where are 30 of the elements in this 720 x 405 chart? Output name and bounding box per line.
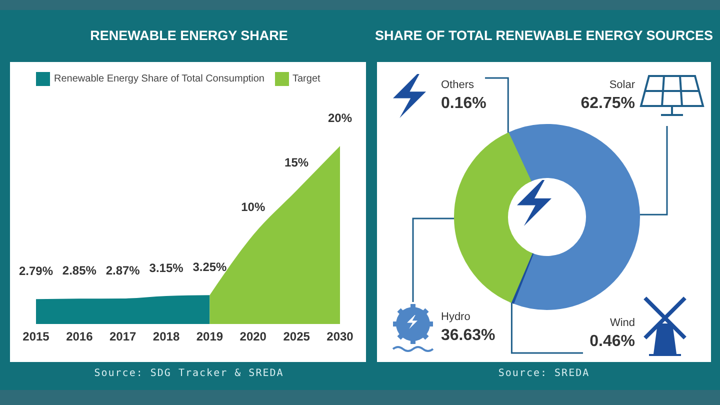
data-label: 3.15% <box>149 260 184 275</box>
data-label: 2.85% <box>62 264 97 278</box>
x-tick-label: 2030 <box>326 330 354 344</box>
data-label: 36.63% <box>441 327 496 344</box>
data-label: 15% <box>284 156 309 170</box>
x-tick-label: 2020 <box>240 330 267 344</box>
x-tick-label: 2025 <box>283 330 310 344</box>
slice-label: Others <box>441 79 475 91</box>
chart-title: SHARE OF TOTAL RENEWABLE ENERGY SOURCES <box>374 28 714 43</box>
slice-label: Hydro <box>441 311 470 323</box>
x-tick-label: 2016 <box>66 330 94 344</box>
source-note: Source: SREDA <box>497 368 591 379</box>
legend-label: Renewable Energy Share of Total Consumption <box>54 74 264 85</box>
data-label: 10% <box>241 200 266 214</box>
data-label: 62.75% <box>580 95 635 112</box>
data-label: 2.87% <box>106 263 140 278</box>
data-label: 3.25% <box>192 260 228 274</box>
data-label: 0.46% <box>590 333 635 350</box>
x-tick-label: 2019 <box>196 330 224 344</box>
data-label: 0.16% <box>441 95 486 112</box>
chart-title: RENEWABLE ENERGY SHARE <box>89 28 289 43</box>
source-note: Source: SDG Tracker & SREDA <box>93 368 285 379</box>
slice-label: Solar <box>609 79 636 91</box>
x-tick-label: 2017 <box>110 330 137 344</box>
x-tick-label: 2015 <box>22 330 50 344</box>
x-tick-label: 2018 <box>152 330 180 344</box>
slice-label: Wind <box>610 317 635 329</box>
data-label: 20% <box>328 111 352 125</box>
data-label: 2.79% <box>18 264 54 278</box>
legend-label: Target <box>292 74 320 85</box>
